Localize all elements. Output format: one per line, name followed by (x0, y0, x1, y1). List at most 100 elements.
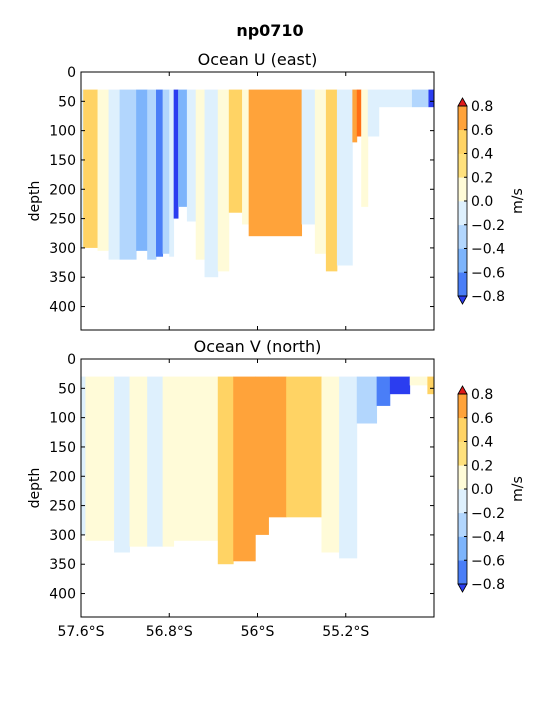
y-tick-label: 200 (49, 182, 76, 198)
colorbar-tick-label: 0.6 (471, 123, 493, 139)
y-tick-label: 50 (58, 94, 76, 110)
colorbar-segment (458, 417, 467, 442)
colorbar-tick-label: −0.8 (471, 289, 505, 305)
x-tick-label: 56°S (241, 624, 275, 640)
y-tick-label: 350 (49, 270, 76, 286)
data-band (228, 89, 243, 213)
chart-panels: Ocean U (east) 0 50 100 150 200 250 300 350 400 de… (27, 50, 526, 640)
colorbar-tick-label: 0.4 (471, 435, 493, 451)
y-tick-label: 200 (49, 469, 76, 485)
data-band (162, 89, 170, 254)
data-band (409, 376, 428, 386)
data-band (97, 89, 109, 251)
data-band (356, 89, 362, 137)
colorbar-tick-label: −0.4 (471, 530, 505, 546)
colorbar-extend-high (457, 97, 468, 107)
colorbar-segment (458, 153, 467, 178)
data-band (147, 89, 157, 260)
x-tick-label: 56.8°S (146, 624, 193, 640)
data-band (114, 376, 130, 553)
data-band (195, 89, 205, 260)
y-tick-label: 300 (49, 528, 76, 544)
data-band (428, 89, 435, 108)
y-tick-label: 0 (67, 352, 76, 368)
data-band (427, 376, 435, 395)
y-tick-label: 150 (49, 440, 76, 456)
colorbar-tick-label: −0.6 (471, 265, 505, 281)
y-tick-label: 350 (49, 557, 76, 573)
data-band (321, 376, 340, 553)
colorbar-segment (458, 536, 467, 561)
colorbar-tick-label: 0.8 (471, 387, 493, 403)
data-band (119, 89, 137, 260)
data-band (339, 376, 358, 559)
colorbar-segment (458, 201, 467, 226)
colorbar-tick-label: 0.0 (471, 194, 493, 210)
colorbar-tick-label: 0.4 (471, 147, 493, 163)
data-band (361, 89, 369, 207)
data-band (242, 89, 250, 225)
y-tick-label: 50 (58, 381, 76, 397)
colorbar-tick-label: −0.2 (471, 218, 505, 234)
data-band (156, 89, 164, 257)
colorbar-tick-label: −0.4 (471, 242, 505, 258)
data-band (129, 376, 148, 547)
y-tick-label: 400 (49, 300, 76, 316)
colorbar-segment (458, 465, 467, 490)
colorbar-tick-label: −0.6 (471, 553, 505, 569)
data-band (233, 376, 256, 562)
data-band (301, 89, 316, 225)
colorbar-extend-high (457, 385, 468, 395)
y-tick-label: 250 (49, 212, 76, 228)
y-tick-label: 100 (49, 124, 76, 140)
colorbar-segment (458, 272, 467, 297)
data-band (352, 89, 358, 143)
data-band (325, 89, 338, 272)
chart-panel-1: Ocean U (east) 0 50 100 150 200 250 300 350 400 de… (27, 50, 526, 331)
chart-panel-2: Ocean V (north) 0 50 100 150 200 250 300 350 400 5… (27, 337, 526, 640)
colorbar-segment (458, 394, 467, 419)
y-tick-label: 300 (49, 241, 76, 257)
data-band (217, 89, 230, 272)
data-band (169, 89, 175, 257)
data-band (178, 89, 188, 207)
data-band (204, 89, 219, 278)
colorbar-segment (458, 560, 467, 585)
figure-title: np0710 (236, 21, 303, 40)
colorbar-label: m/s (510, 188, 526, 214)
y-axis-label: depth (27, 468, 43, 509)
data-band (173, 376, 219, 541)
x-tick-label: 57.6°S (57, 624, 104, 640)
data-band (314, 89, 327, 254)
data-band (81, 376, 86, 535)
data-band (367, 89, 380, 137)
colorbar-extend-low (457, 295, 468, 305)
colorbar-segment (458, 489, 467, 514)
colorbar-segment (458, 177, 467, 202)
data-band (376, 376, 391, 406)
colorbar-tick-label: −0.2 (471, 506, 505, 522)
colorbar-label: m/s (510, 476, 526, 502)
data-band (255, 376, 269, 535)
data-band (81, 89, 84, 248)
y-tick-label: 150 (49, 153, 76, 169)
y-tick-label: 100 (49, 411, 76, 427)
data-band (356, 376, 378, 424)
colorbar-segment (458, 129, 467, 154)
data-band (83, 89, 98, 248)
colorbar-tick-label: 0.6 (471, 411, 493, 427)
colorbar-segment (458, 106, 467, 131)
colorbar-segment (458, 512, 467, 537)
data-band (389, 376, 411, 395)
data-band (147, 376, 164, 547)
y-tick-label: 250 (49, 499, 76, 515)
data-band (268, 376, 287, 518)
data-band (186, 89, 197, 222)
colorbar-tick-label: 0.2 (471, 458, 493, 474)
colorbar-extend-low (457, 583, 468, 593)
data-band (162, 376, 175, 547)
colorbar-tick-label: 0.2 (471, 170, 493, 186)
colorbar-segment (458, 441, 467, 466)
y-axis-label: depth (27, 181, 43, 222)
